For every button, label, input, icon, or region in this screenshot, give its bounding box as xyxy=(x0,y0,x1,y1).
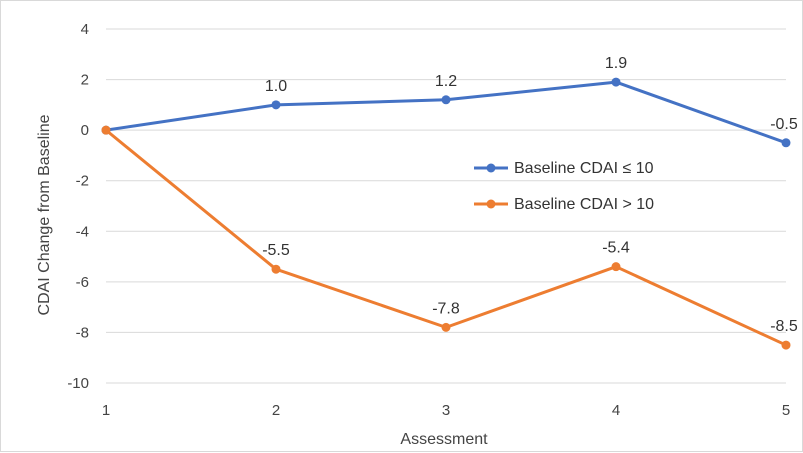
series-1-point xyxy=(781,138,791,148)
legend-label-2: Baseline CDAI > 10 xyxy=(514,196,654,213)
data-label: 1.9 xyxy=(605,55,627,72)
series-1-point xyxy=(611,77,621,87)
data-label: -7.8 xyxy=(432,300,460,317)
y-tick-label: -6 xyxy=(76,274,89,291)
x-tick-label: 3 xyxy=(442,402,450,419)
data-label: -8.5 xyxy=(770,318,798,335)
gridlines xyxy=(106,28,786,384)
series-line-1 xyxy=(104,80,788,145)
legend-marker-1 xyxy=(486,163,496,173)
y-tick-label: 4 xyxy=(81,21,89,38)
data-label: 1.2 xyxy=(435,73,457,90)
series-1-point xyxy=(441,95,451,105)
series-2-point xyxy=(611,262,621,272)
x-tick-label: 4 xyxy=(612,402,620,419)
x-tick-label: 2 xyxy=(272,402,280,419)
y-tick-label: 0 xyxy=(81,122,89,139)
y-tick-label: -4 xyxy=(76,223,89,240)
data-label: -5.4 xyxy=(602,240,630,257)
y-axis-title: CDAI Change from Baseline xyxy=(36,114,53,315)
legend-marker-2 xyxy=(486,199,496,209)
series-2-point xyxy=(441,322,451,332)
x-axis-title: Assessment xyxy=(400,431,488,448)
series-2-point xyxy=(781,340,791,350)
data-labels: 1.0 1.2 1.9 -0.5 -5.5 -7.8 -5.4 -8.5 xyxy=(262,55,798,335)
series-1-point xyxy=(271,100,281,110)
y-tick-label: -2 xyxy=(76,173,89,190)
series xyxy=(101,77,791,350)
x-tick-labels: 1 2 3 4 5 xyxy=(102,402,790,419)
data-label: -5.5 xyxy=(262,242,290,259)
x-tick-label: 5 xyxy=(782,402,790,419)
y-tick-label: -10 xyxy=(67,375,89,392)
legend-label-1: Baseline CDAI ≤ 10 xyxy=(514,160,654,177)
series-2-point xyxy=(101,125,111,135)
y-tick-label: 2 xyxy=(81,72,89,89)
y-tick-labels: 4 2 0 -2 -4 -6 -8 -10 xyxy=(67,21,89,392)
y-tick-label: -8 xyxy=(76,324,89,341)
series-2-point xyxy=(271,264,281,274)
legend: Baseline CDAI ≤ 10 Baseline CDAI > 10 xyxy=(474,160,654,213)
x-tick-label: 1 xyxy=(102,402,110,419)
data-label: 1.0 xyxy=(265,78,287,95)
data-label: -0.5 xyxy=(770,116,798,133)
